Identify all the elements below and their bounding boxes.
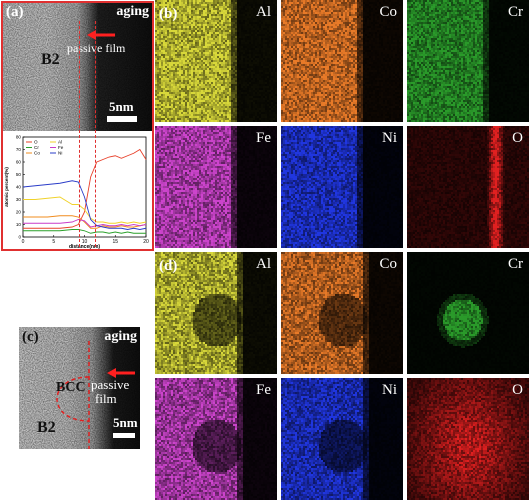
series-line-ni bbox=[22, 180, 147, 230]
dashed-guide-left bbox=[79, 21, 80, 247]
legend-label-fe: Fe bbox=[58, 145, 64, 150]
x-axis-label: distance(nm) bbox=[69, 244, 100, 249]
eds-map-texture bbox=[155, 378, 277, 500]
panel-b-map-o: O bbox=[407, 126, 529, 248]
y-axis-label: atomic percent(%) bbox=[4, 167, 9, 207]
panel-d-map-al: Al bbox=[155, 252, 277, 374]
eds-map-texture bbox=[281, 0, 403, 122]
legend-label-co: Co bbox=[34, 151, 40, 156]
map-label-ni: Ni bbox=[382, 382, 397, 398]
map-label-ni: Ni bbox=[382, 130, 397, 146]
panel-a-label: (a) bbox=[6, 4, 24, 20]
eds-map-texture bbox=[155, 252, 277, 374]
y-tick-label: 0 bbox=[18, 235, 21, 240]
series-line-al bbox=[23, 196, 147, 224]
panel-b-map-fe: Fe bbox=[155, 126, 277, 248]
eds-map-texture bbox=[281, 126, 403, 248]
map-label-co: Co bbox=[379, 256, 397, 272]
panel-a: (a) aging B2 passive film 5nm 0 5 10 15 20 0 1… bbox=[1, 1, 154, 251]
red-arrow-icon bbox=[87, 30, 115, 40]
panel-b: Al Co Cr Fe Ni O (b) bbox=[155, 0, 530, 250]
y-tick-label: 50 bbox=[16, 172, 22, 177]
panel-d: Al Co Cr Fe Ni O (d) bbox=[155, 252, 530, 502]
map-label-o: O bbox=[512, 130, 523, 146]
panel-c-b2-label: B2 bbox=[37, 419, 56, 436]
legend-label-cr: Cr bbox=[34, 145, 39, 150]
map-label-al: Al bbox=[256, 4, 271, 20]
tem-noise-c bbox=[19, 327, 140, 449]
panel-a-scale-label: 5nm bbox=[109, 99, 134, 114]
panel-d-label: (d) bbox=[159, 258, 178, 274]
x-tick-label: 15 bbox=[112, 239, 118, 245]
eds-map-texture bbox=[155, 0, 277, 122]
legend-label-ni: Ni bbox=[58, 151, 62, 156]
panel-c-film-label: film bbox=[95, 391, 117, 406]
red-arrow-icon bbox=[107, 368, 135, 378]
y-tick-label: 60 bbox=[16, 160, 22, 165]
map-label-fe: Fe bbox=[256, 382, 271, 398]
map-label-cr: Cr bbox=[508, 256, 523, 272]
panel-a-aging-label: aging bbox=[116, 4, 149, 19]
panel-a-phase-label: B2 bbox=[41, 51, 60, 68]
y-tick-label: 40 bbox=[16, 185, 22, 190]
x-tick-label: 10 bbox=[82, 239, 88, 245]
tem-noise bbox=[3, 3, 152, 131]
map-label-al: Al bbox=[256, 256, 271, 272]
panel-d-map-co: Co bbox=[281, 252, 403, 374]
panel-a-passive-film-label: passive film bbox=[67, 41, 126, 55]
panel-c-scale-bar bbox=[113, 433, 135, 438]
panel-c-label: (c) bbox=[22, 329, 39, 345]
series-line-co bbox=[23, 215, 147, 229]
map-label-co: Co bbox=[379, 4, 397, 20]
y-tick-label: 10 bbox=[16, 222, 22, 227]
panel-d-map-cr: Cr bbox=[407, 252, 529, 374]
eds-map-texture bbox=[407, 378, 529, 500]
eds-map-texture bbox=[407, 252, 529, 374]
map-label-o: O bbox=[512, 382, 523, 398]
panel-c-scale-label: 5nm bbox=[113, 415, 138, 430]
series-line-o bbox=[23, 148, 147, 229]
legend-label-o: O bbox=[34, 140, 38, 145]
panel-c-bcc-label: BCC bbox=[56, 380, 86, 395]
legend-label-al: Al bbox=[58, 140, 62, 145]
panel-b-map-al: Al bbox=[155, 0, 277, 122]
bcc-outline bbox=[56, 341, 90, 449]
panel-b-map-co: Co bbox=[281, 0, 403, 122]
y-tick-label: 70 bbox=[16, 147, 22, 152]
eds-map-texture bbox=[407, 126, 529, 248]
panel-d-map-ni: Ni bbox=[281, 378, 403, 500]
map-label-cr: Cr bbox=[508, 4, 523, 20]
panel-a-scale-bar bbox=[107, 116, 137, 122]
series-line-cr bbox=[23, 229, 146, 234]
panel-a-line-chart: 0 5 10 15 20 0 10 20 30 40 50 60 70 80 distance(nm) ato… bbox=[4, 135, 149, 249]
y-tick-label: 30 bbox=[16, 197, 22, 202]
x-tick-label: 0 bbox=[22, 239, 25, 245]
panel-b-label: (b) bbox=[159, 6, 178, 22]
panel-b-map-cr: Cr bbox=[407, 0, 529, 122]
eds-map-texture bbox=[407, 0, 529, 122]
eds-map-texture bbox=[281, 252, 403, 374]
panel-c-aging-label: aging bbox=[104, 329, 137, 344]
x-tick-label: 20 bbox=[143, 239, 149, 245]
panel-d-map-fe: Fe bbox=[155, 378, 277, 500]
x-tick-label: 5 bbox=[52, 239, 55, 245]
y-tick-label: 20 bbox=[16, 210, 22, 215]
panel-c-passive-label: passive bbox=[91, 377, 130, 392]
eds-map-texture bbox=[281, 378, 403, 500]
panel-a-tem-image: (a) aging B2 passive film 5nm bbox=[3, 3, 152, 131]
y-tick-label: 80 bbox=[16, 135, 22, 140]
eds-map-texture bbox=[155, 126, 277, 248]
panel-b-map-ni: Ni bbox=[281, 126, 403, 248]
panel-c-tem-image: (c) aging BCC B2 passive film 5nm bbox=[19, 327, 140, 449]
map-label-fe: Fe bbox=[256, 130, 271, 146]
dashed-guide-right bbox=[95, 21, 96, 247]
panel-d-map-o: O bbox=[407, 378, 529, 500]
